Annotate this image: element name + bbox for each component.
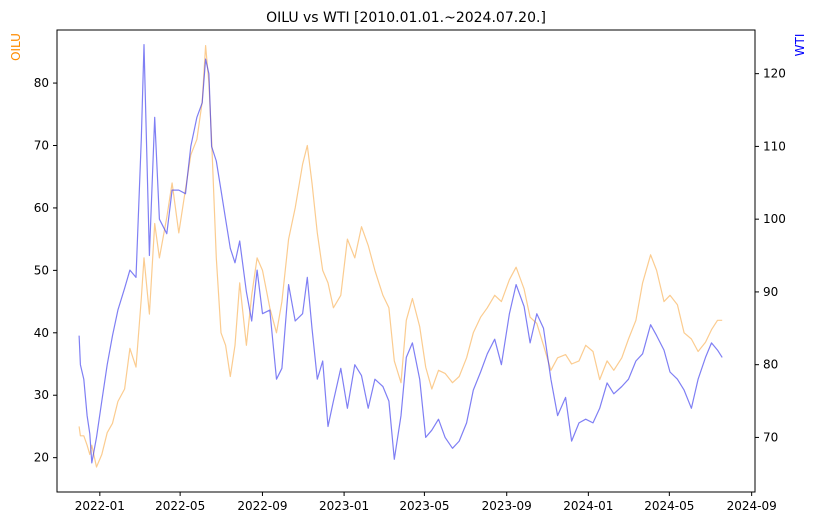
x-tick-label: 2022-05: [155, 499, 205, 513]
chart-title: OILU vs WTI [2010.01.01.~2024.07.20.]: [266, 10, 546, 26]
right-tick-label: 110: [763, 139, 786, 153]
right-tick-label: 90: [763, 285, 778, 299]
left-tick-label: 80: [34, 76, 49, 90]
plot-frame: [56, 29, 756, 493]
left-tick-label: 20: [34, 451, 49, 465]
right-axis-label: WTI: [793, 34, 807, 57]
right-tick-label: 120: [763, 67, 786, 81]
x-tick-label: 2024-01: [563, 499, 613, 513]
left-tick-label: 60: [34, 201, 49, 215]
series-line-wti: [78, 43, 723, 464]
left-tick-label: 50: [34, 263, 49, 277]
left-tick-label: 70: [34, 139, 49, 153]
x-tick-label: 2022-09: [237, 499, 287, 513]
right-tick-label: 80: [763, 358, 778, 372]
x-tick-label: 2023-09: [482, 499, 532, 513]
right-tick-label: 70: [763, 430, 778, 444]
series-layer: [78, 43, 723, 468]
x-tick-label: 2024-05: [644, 499, 694, 513]
series-line-oilu: [78, 44, 723, 468]
left-tick-label: 40: [34, 326, 49, 340]
right-tick-label: 100: [763, 212, 786, 226]
x-tick-label: 2024-09: [727, 499, 777, 513]
left-axis-label: OILU: [9, 33, 23, 61]
x-tick-label: 2023-01: [319, 499, 369, 513]
x-tick-label: 2022-01: [75, 499, 125, 513]
axes-layer: 2022-01 2022-05 2022-09 2023-01 2023-05 2023-…: [34, 67, 786, 513]
x-tick-label: 2023-05: [399, 499, 449, 513]
left-tick-label: 30: [34, 388, 49, 402]
